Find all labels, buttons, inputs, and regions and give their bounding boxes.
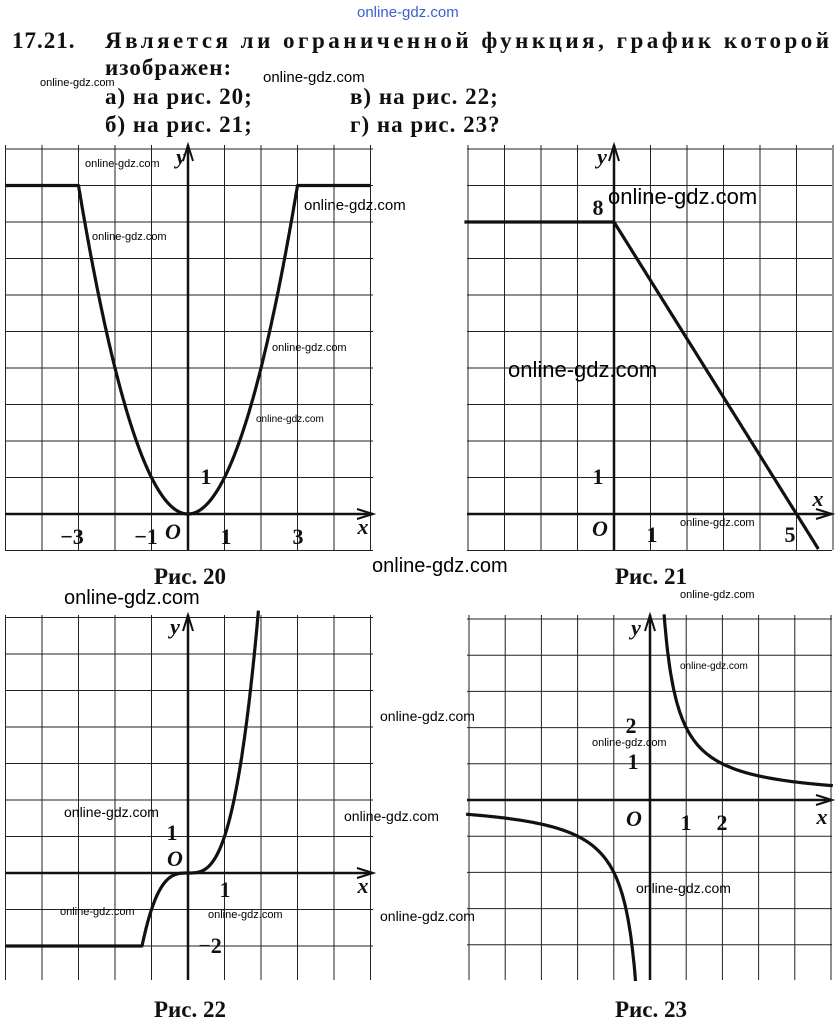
- watermark: online-gdz.com: [380, 908, 475, 924]
- curve: [463, 220, 820, 551]
- origin-label: O: [165, 519, 181, 544]
- watermark: online-gdz.com: [680, 589, 755, 601]
- problem-text: изображен:: [105, 55, 232, 80]
- option: а) на рис. 20;: [105, 84, 253, 109]
- tick-label: 1: [221, 524, 232, 549]
- arrow: [815, 508, 835, 520]
- tick-label: −3: [60, 524, 84, 549]
- axis-label: x: [816, 804, 828, 829]
- problem-number: 17.21.: [12, 28, 76, 53]
- tick-label: 1: [628, 749, 639, 774]
- watermark: online-gdz.com: [592, 737, 667, 749]
- curve: [4, 183, 372, 516]
- option: в) на рис. 22;: [350, 84, 499, 109]
- caption: Рис. 23: [615, 997, 687, 1022]
- watermark: online-gdz.com: [60, 906, 135, 918]
- watermark: online-gdz.com: [680, 661, 748, 672]
- arrow: [182, 611, 194, 632]
- option: г) на рис. 23?: [350, 112, 501, 137]
- axis-label: x: [357, 873, 369, 898]
- curve: [662, 614, 834, 788]
- axis-label: x: [357, 514, 369, 539]
- watermark: online-gdz.com: [64, 587, 200, 609]
- watermark: online-gdz.com: [272, 342, 347, 354]
- arrow: [356, 867, 377, 879]
- caption: Рис. 21: [615, 564, 687, 589]
- tick-label: 2: [717, 810, 728, 835]
- arrow: [356, 508, 377, 520]
- watermark: online-gdz.com: [372, 555, 508, 577]
- curve: [465, 812, 638, 982]
- tick-label: 8: [593, 195, 604, 220]
- tick-label: 1: [647, 522, 658, 547]
- watermark: online-gdz.com: [380, 708, 475, 724]
- axis-label: y: [167, 614, 180, 639]
- watermark: online-gdz.com: [508, 357, 657, 382]
- axis-label: y: [628, 615, 641, 640]
- watermark: online-gdz.com: [304, 197, 406, 214]
- tick-label: −2: [198, 933, 222, 958]
- watermark: online-gdz.com: [85, 158, 160, 170]
- tick-label: 5: [785, 522, 796, 547]
- tick-label: 2: [626, 713, 637, 738]
- caption: Рис. 20: [154, 564, 226, 589]
- caption: Рис. 22: [154, 997, 226, 1022]
- option: б) на рис. 21;: [105, 112, 253, 137]
- figures: [4, 141, 835, 982]
- tick-label: 1: [201, 464, 212, 489]
- watermark: online-gdz.com: [40, 77, 115, 89]
- origin-label: O: [626, 806, 642, 831]
- arrow: [815, 794, 835, 806]
- origin-label: O: [167, 846, 183, 871]
- arrow: [182, 141, 194, 162]
- tick-label: 1: [681, 810, 692, 835]
- tick-label: 3: [293, 524, 304, 549]
- tick-label: 1: [593, 464, 604, 489]
- axis-label: y: [173, 144, 186, 169]
- problem-text: Является ли ограниченной функция, график…: [105, 28, 830, 53]
- watermark: online-gdz.com: [680, 517, 755, 529]
- watermark: online-gdz.com: [344, 808, 439, 824]
- arrow: [644, 611, 656, 632]
- axis-label: y: [594, 144, 607, 169]
- watermark: online-gdz.com: [208, 909, 283, 921]
- tick-label: −1: [134, 524, 158, 549]
- watermark: online-gdz.com: [256, 414, 324, 425]
- watermark: online-gdz.com: [608, 184, 757, 209]
- axis-label: x: [812, 486, 824, 511]
- arrow: [608, 141, 620, 162]
- watermark: online-gdz.com: [64, 804, 159, 820]
- tick-label: 1: [220, 877, 231, 902]
- watermark: online-gdz.com: [636, 880, 731, 896]
- watermark: online-gdz.com: [263, 69, 365, 86]
- origin-label: O: [592, 516, 608, 541]
- watermark: online-gdz.com: [357, 4, 459, 21]
- curve: [4, 610, 260, 948]
- watermark: online-gdz.com: [92, 231, 167, 243]
- tick-label: 1: [167, 820, 178, 845]
